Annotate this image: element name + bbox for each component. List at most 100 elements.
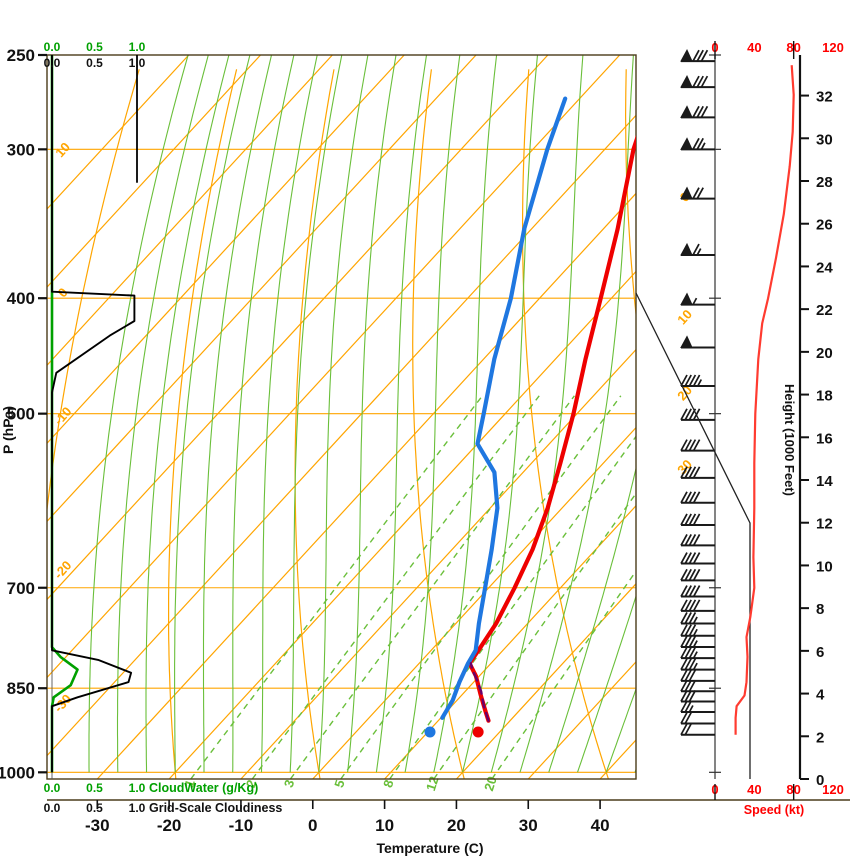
pressure-tick-label: 1000 xyxy=(0,763,35,782)
wind-barb-full xyxy=(680,513,688,526)
wind-barb-full xyxy=(680,635,688,648)
wind-barb-full xyxy=(684,491,692,504)
height-tick-label: 24 xyxy=(816,259,833,276)
cloudiness-tick-label-top: 0.0 xyxy=(44,56,61,70)
plot-border xyxy=(46,54,637,780)
wind-barb-full xyxy=(684,658,692,671)
wind-barb-full xyxy=(684,552,692,564)
moist-adiabat-line xyxy=(347,55,397,773)
moist-adiabat-line xyxy=(116,55,209,773)
moist-adiabat-line xyxy=(174,55,251,773)
height-tick-label: 4 xyxy=(816,687,825,704)
moist-adiabat-lines xyxy=(88,55,636,773)
wind-barb-full xyxy=(688,491,697,504)
temperature-tick-label: -20 xyxy=(157,816,182,835)
mixing-ratio-label: 3 xyxy=(281,778,298,790)
isotherm-line xyxy=(47,55,261,289)
wind-barb-full xyxy=(684,599,692,612)
dry-adiabat-line xyxy=(624,69,636,320)
height-tick-label: 6 xyxy=(816,644,824,661)
wind-barb-full xyxy=(684,585,692,597)
dry-adiabat-line xyxy=(168,69,238,779)
speed-axis-ticks xyxy=(714,41,795,800)
wind-barb-full xyxy=(680,599,688,612)
cloudiness-line xyxy=(51,55,136,773)
moist-adiabat-line xyxy=(490,55,584,773)
wind-barb-half xyxy=(697,379,703,387)
wind-barb-full xyxy=(684,534,692,546)
moist-adiabat-line xyxy=(145,55,230,773)
mixing-ratio-line xyxy=(433,492,636,779)
pressure-tick-label: 500 xyxy=(7,405,35,424)
mixing-ratio-label: 2 xyxy=(243,778,260,790)
height-tick-label: 28 xyxy=(816,174,833,191)
wind-barb-pennant xyxy=(680,137,693,150)
wind-barb-full xyxy=(700,75,709,88)
wind-barb-full xyxy=(688,646,697,659)
mixing-ratio-line xyxy=(389,435,636,779)
moist-adiabat-line xyxy=(576,594,636,773)
height-tick-label: 8 xyxy=(816,601,824,618)
cloudwater-tick-label-top: 0.0 xyxy=(44,40,61,54)
speed-tick-label-bottom: 120 xyxy=(822,782,844,797)
wind-barb-pennant xyxy=(680,242,693,256)
wind-barb-full xyxy=(684,466,692,479)
isotherm-line xyxy=(384,504,636,779)
isotherm-line xyxy=(312,426,636,779)
wind-barb-full xyxy=(680,690,688,702)
pressure-axis: 250 300 400 500 700 850 1000 P (hPa) xyxy=(0,46,47,782)
temperature-tick-label: -10 xyxy=(229,816,254,835)
moist-adiabat-line xyxy=(260,55,318,773)
pressure-tick-label: 700 xyxy=(7,579,35,598)
height-tick-label: 12 xyxy=(816,516,833,533)
wind-barb-full xyxy=(680,712,688,724)
wind-barb-full xyxy=(684,374,692,387)
wind-barb-full xyxy=(692,137,700,150)
moist-adiabat-line xyxy=(404,55,461,773)
surface-dewpoint-marker xyxy=(424,726,436,738)
speed-tick-label-top: 120 xyxy=(822,40,844,55)
height-tick-label: 16 xyxy=(816,430,833,447)
wind-barb-full xyxy=(692,374,701,387)
height-tick-label: 20 xyxy=(816,345,833,362)
wind-barb-full xyxy=(680,552,688,564)
isotherm-line xyxy=(47,114,636,757)
wind-barb-full xyxy=(688,612,697,624)
isotherm-line xyxy=(47,55,477,523)
wind-barb-full xyxy=(688,568,697,581)
isotherm-line xyxy=(455,582,636,779)
mixing-ratio-label: 8 xyxy=(380,778,397,790)
height-tick-label: 0 xyxy=(816,772,824,789)
wind-barb-full xyxy=(680,723,688,736)
wind-barb-full xyxy=(680,466,688,479)
speed-panel-outline xyxy=(635,292,751,779)
isotherm-line xyxy=(47,55,405,445)
wind-barb-full xyxy=(684,646,692,659)
height-tick-label: 18 xyxy=(816,388,833,405)
pressure-tick-label: 400 xyxy=(7,289,35,308)
wind-barb-full xyxy=(696,105,704,118)
wind-barb-pennant xyxy=(680,105,693,118)
wind-barb-full xyxy=(684,612,692,624)
speed-panel xyxy=(635,292,751,779)
wind-barb-full xyxy=(680,374,688,387)
wind-barb-full xyxy=(680,408,688,421)
wind-barb-full xyxy=(680,669,688,682)
wind-barb-full xyxy=(684,568,692,581)
wind-barb-full xyxy=(692,568,701,581)
temperature-tick-label: 10 xyxy=(375,816,394,835)
wind-barb-full xyxy=(692,243,700,256)
wind-barb-full xyxy=(692,105,700,118)
speed-tick-label-top: 40 xyxy=(747,40,761,55)
wind-barb-full xyxy=(680,585,688,597)
cloudiness-tick-label-top: 1.0 xyxy=(129,56,146,70)
wind-barb-full xyxy=(684,712,692,724)
height-tick-label: 30 xyxy=(816,131,833,148)
moist-adiabat-line xyxy=(289,55,343,773)
wind-barb-full xyxy=(684,408,692,421)
wind-barb-full xyxy=(684,635,692,648)
wind-barb-half xyxy=(692,640,698,648)
